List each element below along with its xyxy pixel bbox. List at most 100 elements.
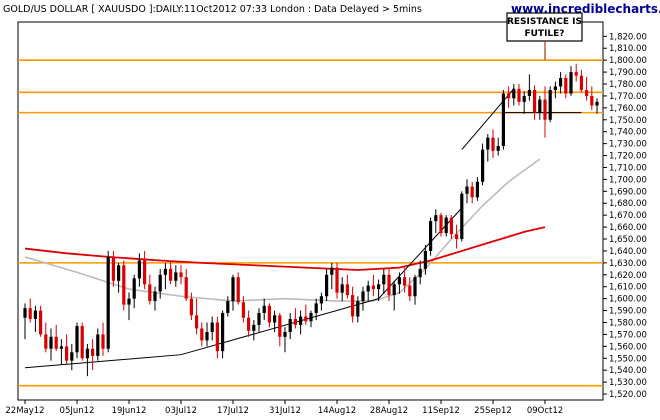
candlestick (283, 327, 287, 353)
candlestick (319, 292, 323, 311)
y-tick-label: 1,590.00 (609, 307, 647, 317)
candlestick (564, 74, 568, 99)
y-tick-label: 1,630.00 (609, 259, 647, 269)
annotation-line-2: FUTILE? (524, 29, 564, 39)
candle-body (569, 72, 573, 94)
candlestick (392, 280, 396, 311)
candle-body (262, 305, 266, 313)
candlestick (205, 322, 209, 347)
y-tick-label: 1,560.00 (609, 342, 647, 352)
candlestick (533, 85, 537, 120)
y-tick-label: 1,520.00 (609, 390, 647, 400)
candlestick (91, 339, 95, 371)
y-tick-label: 1,610.00 (609, 283, 647, 293)
candlestick (299, 310, 303, 335)
candlestick (423, 244, 427, 275)
candlestick (444, 215, 448, 237)
candle-body (153, 291, 157, 302)
candlestick (143, 250, 147, 290)
y-tick-label: 1,670.00 (609, 211, 647, 221)
candlestick (163, 262, 167, 290)
candle-body (345, 284, 349, 296)
y-axis-ticks: 1,520.00 1,530.00 1,540.00 1,550.00 1,560.00… (603, 32, 647, 400)
x-tick-label: 22May12 (5, 406, 44, 416)
y-tick-label: 1,580.00 (609, 318, 647, 328)
candle-body (413, 277, 417, 297)
candlestick (122, 260, 126, 311)
y-tick-label: 1,800.00 (609, 56, 647, 66)
candle-body (101, 334, 105, 349)
candle-body (273, 315, 277, 323)
candle-body (247, 317, 251, 331)
candle-body (366, 285, 370, 292)
candle-body (267, 305, 271, 323)
candle-body (538, 99, 542, 113)
candlestick (559, 72, 563, 94)
candle-body (195, 315, 199, 329)
trendline (378, 207, 463, 299)
candlestick (408, 277, 412, 302)
candle-body (148, 284, 152, 302)
candlestick (288, 312, 292, 340)
candle-body (70, 352, 74, 361)
candlestick (247, 310, 251, 337)
candlestick (23, 303, 27, 340)
candlestick (148, 274, 152, 305)
candlestick (132, 274, 136, 309)
candle-body (137, 260, 141, 279)
candlestick (39, 305, 43, 337)
x-tick-label: 09Oct12 (527, 406, 563, 416)
y-tick-label: 1,720.00 (609, 152, 647, 162)
candlestick (439, 212, 443, 237)
candle-body (527, 89, 531, 96)
y-tick-label: 1,570.00 (609, 330, 647, 340)
candle-body (501, 93, 505, 147)
candlestick (278, 312, 282, 347)
candle-body (200, 328, 204, 341)
candlestick (137, 253, 141, 287)
candlestick (579, 69, 583, 93)
candle-body (418, 268, 422, 278)
candle-body (507, 93, 511, 99)
y-tick-label: 1,680.00 (609, 199, 647, 209)
candlestick (413, 274, 417, 305)
candle-body (361, 291, 365, 302)
candlestick (184, 268, 188, 302)
candle-body (231, 277, 235, 302)
candlestick (195, 298, 199, 335)
x-tick-label: 11Sep12 (422, 406, 460, 416)
candle-body (49, 336, 53, 349)
candlestick (54, 324, 58, 352)
candlestick (512, 84, 516, 106)
candle-body (408, 285, 412, 297)
candlestick (361, 286, 365, 311)
candle-body (486, 137, 490, 150)
candlestick (215, 316, 219, 359)
candle-body (470, 186, 474, 198)
candle-body (340, 284, 344, 293)
candle-body (158, 274, 162, 292)
candle-body (356, 301, 360, 317)
candle-body (496, 146, 500, 151)
candlestick (65, 334, 69, 365)
y-tick-label: 1,750.00 (609, 116, 647, 126)
candle-body (143, 260, 147, 285)
candle-body (444, 217, 448, 234)
y-tick-label: 1,740.00 (609, 128, 647, 138)
y-tick-label: 1,640.00 (609, 247, 647, 257)
candle-body (512, 88, 516, 99)
candle-body (236, 277, 240, 303)
candle-body (564, 78, 568, 94)
x-tick-label: 28Aug12 (370, 406, 408, 416)
candlestick (231, 274, 235, 311)
candle-body (293, 318, 297, 325)
candle-body (449, 217, 453, 235)
candlestick (335, 262, 339, 299)
candlestick (80, 322, 84, 361)
candle-body (574, 72, 578, 76)
candle-body (299, 316, 303, 325)
candle-body (309, 312, 313, 322)
x-tick-label: 14Aug12 (318, 406, 356, 416)
candle-body (117, 265, 121, 281)
candlestick (252, 320, 256, 341)
